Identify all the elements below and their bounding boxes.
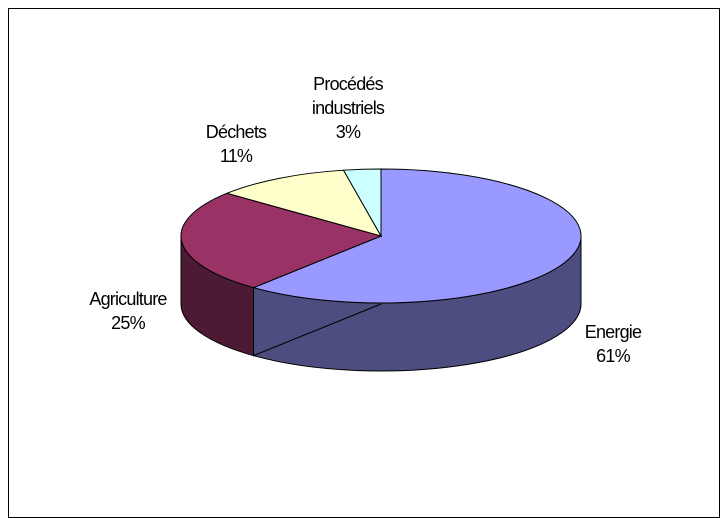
label-procedes-name-2: industriels bbox=[311, 98, 385, 118]
label-procedes-name-1: Procédés bbox=[313, 74, 383, 94]
pie-tops bbox=[180, 168, 582, 304]
label-energie-value: 61% bbox=[596, 346, 630, 366]
label-energie-name: Energie bbox=[584, 322, 642, 342]
label-agriculture-value: 25% bbox=[111, 313, 145, 333]
label-dechets-name: Déchets bbox=[205, 122, 267, 142]
pie-chart bbox=[180, 168, 582, 372]
label-dechets: Déchets 11% bbox=[196, 120, 276, 168]
label-agriculture-name: Agriculture bbox=[89, 289, 167, 309]
pie-slice-agriculture bbox=[180, 192, 383, 289]
label-dechets-value: 11% bbox=[219, 146, 253, 166]
pie-slice-procedes-industriels bbox=[342, 168, 382, 238]
label-agriculture: Agriculture 25% bbox=[68, 287, 188, 335]
pie-slice-dechets bbox=[225, 169, 383, 237]
label-energie: Energie 61% bbox=[568, 320, 658, 368]
label-procedes-value: 3% bbox=[335, 122, 361, 142]
pie-slice-energie bbox=[251, 168, 582, 304]
label-procedes: Procédés industriels 3% bbox=[296, 72, 400, 144]
